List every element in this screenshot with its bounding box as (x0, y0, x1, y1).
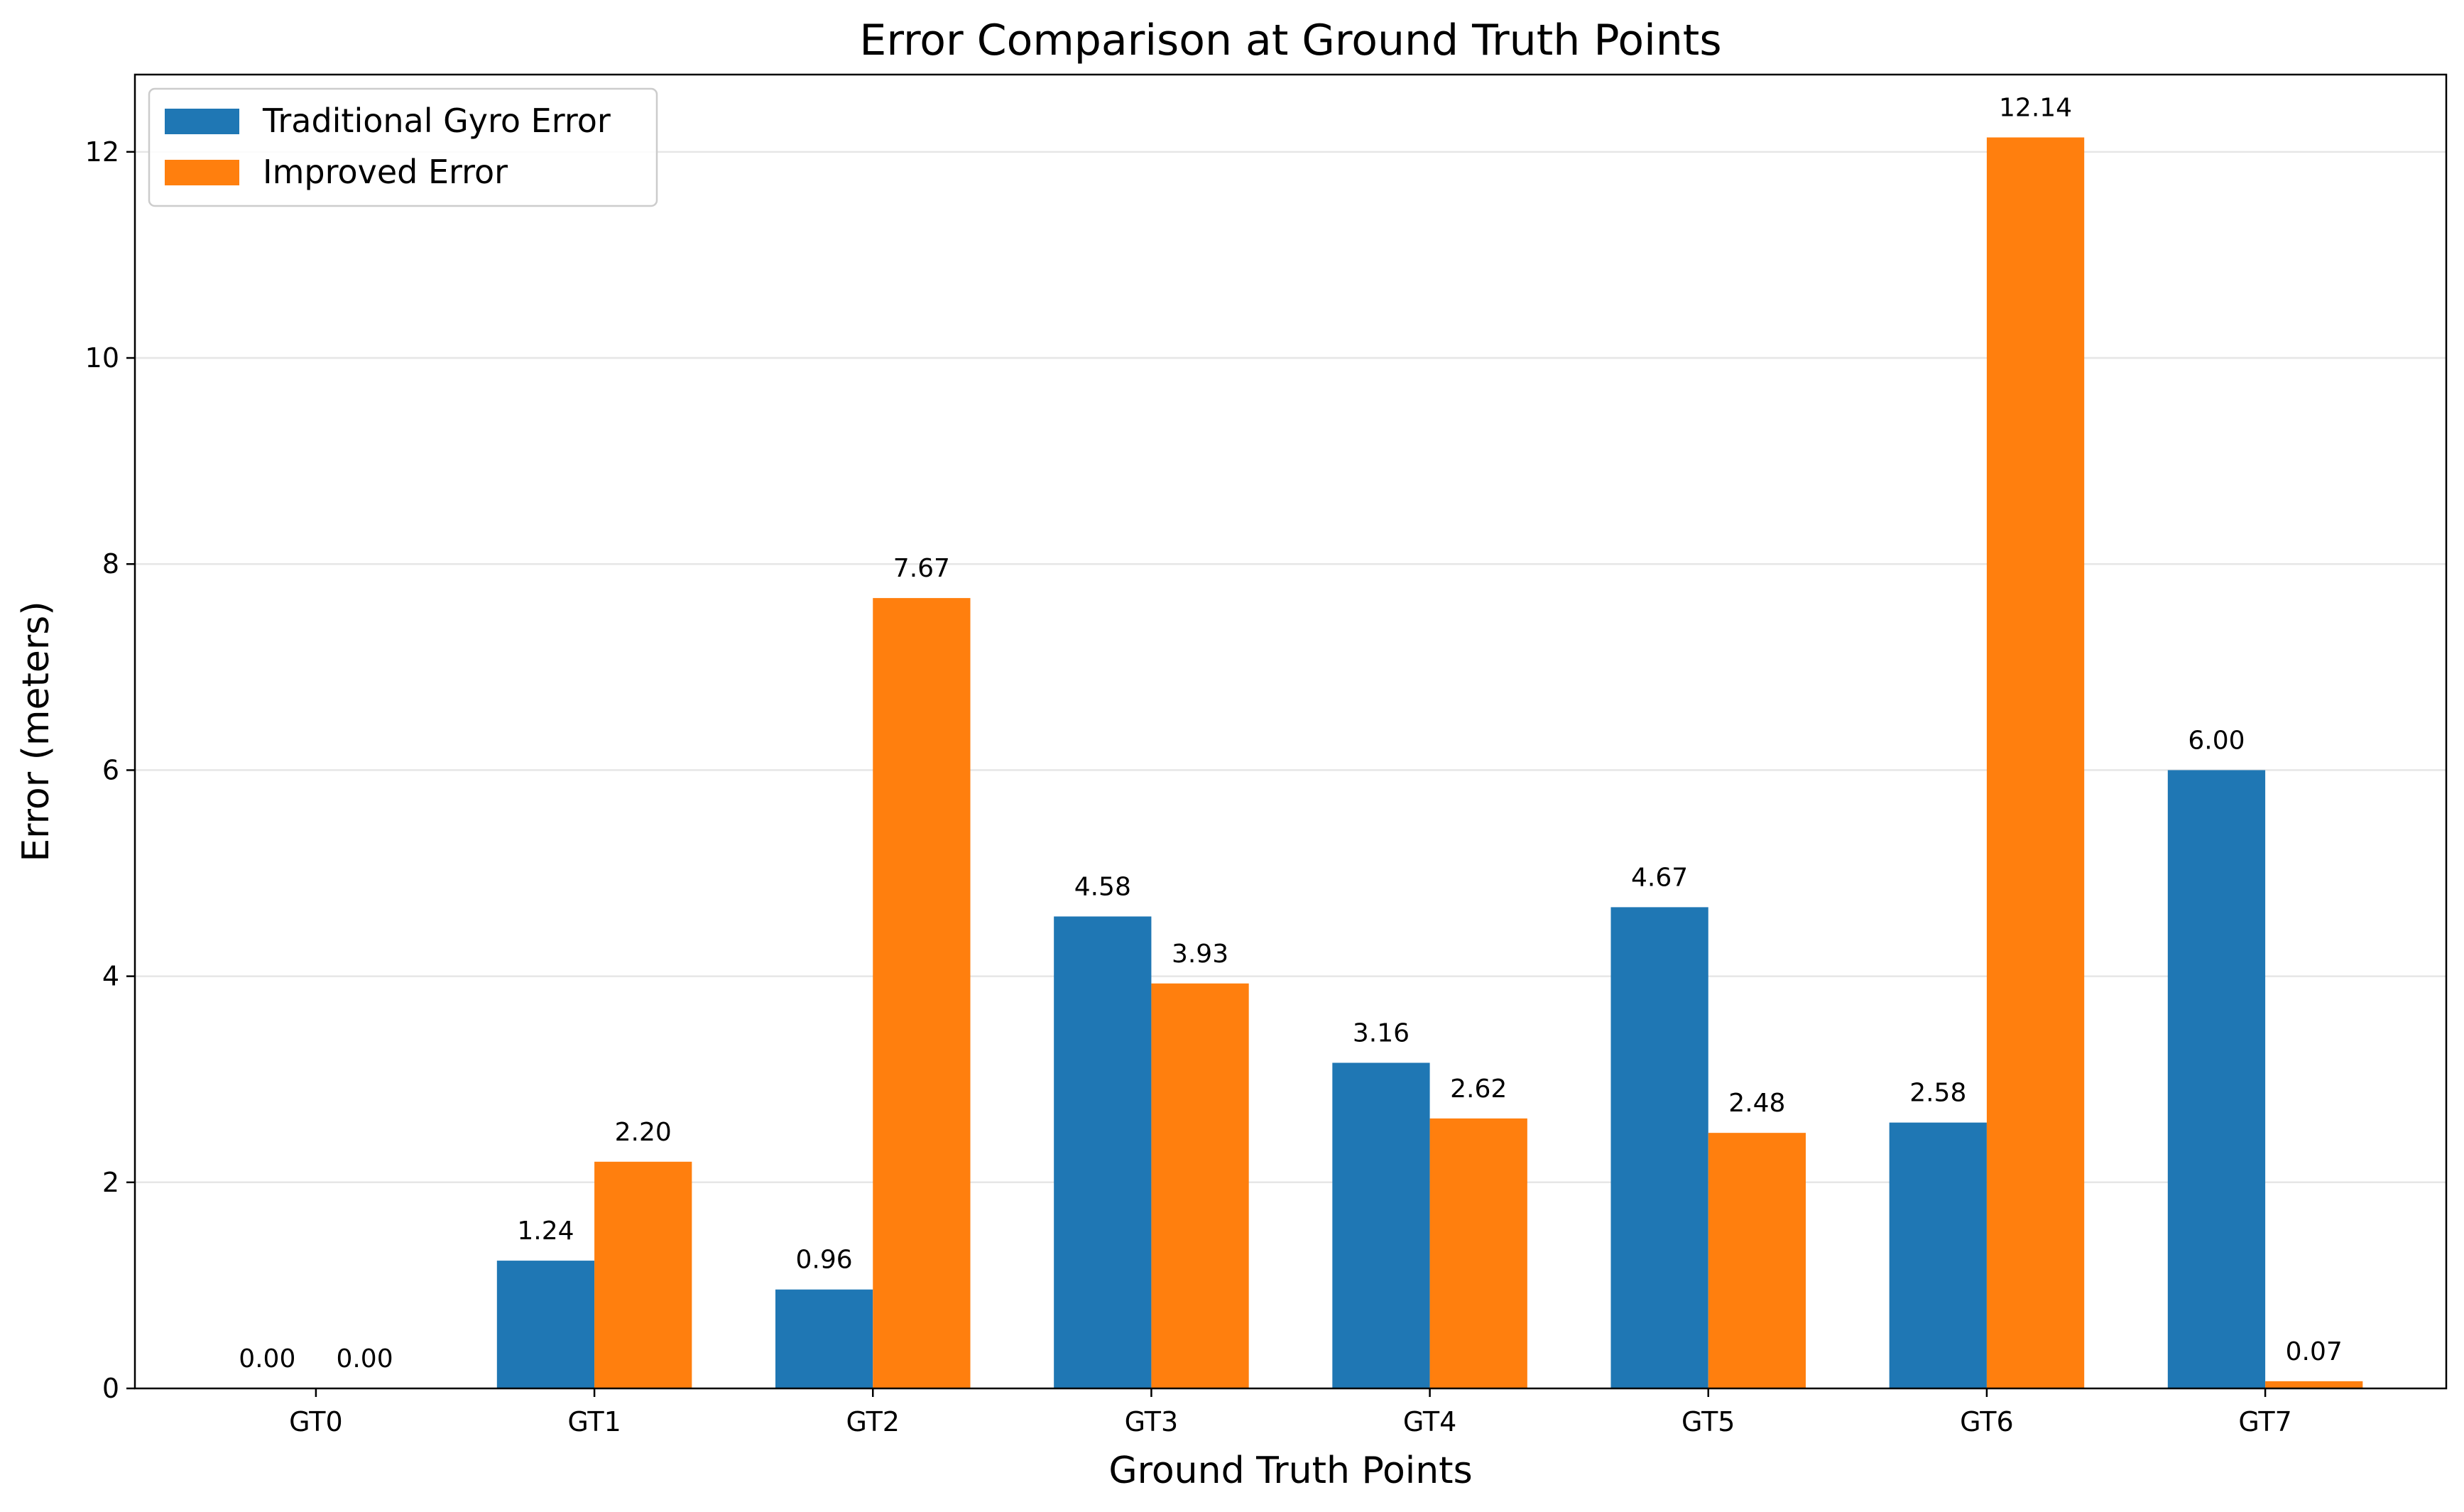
y-tick-label: 12 (85, 136, 119, 168)
bar-traditional-gt3 (1054, 916, 1152, 1388)
data-label: 0.00 (239, 1344, 295, 1374)
bar-traditional-gt6 (1889, 1122, 1987, 1388)
bar-improved-gt1 (594, 1161, 692, 1388)
x-tick-label: GT1 (567, 1406, 621, 1437)
data-label: 0.07 (2286, 1337, 2343, 1366)
legend-label: Traditional Gyro Error (262, 102, 611, 140)
bar-improved-gt2 (873, 598, 971, 1388)
data-label: 4.67 (1631, 863, 1688, 892)
bar-traditional-gt1 (496, 1261, 595, 1388)
y-tick-label: 4 (102, 961, 119, 992)
y-axis-label: Error (meters) (15, 601, 58, 861)
y-tick-label: 10 (85, 342, 119, 374)
bar-traditional-gt5 (1610, 907, 1708, 1388)
bar-traditional-gt2 (775, 1289, 873, 1388)
data-label: 3.93 (1172, 940, 1228, 969)
data-label: 0.96 (796, 1246, 853, 1275)
data-label: 6.00 (2188, 726, 2245, 755)
data-label: 12.14 (1999, 94, 2072, 123)
bar-traditional-gt7 (2167, 770, 2266, 1388)
legend-label: Improved Error (263, 153, 508, 191)
legend-swatch (165, 160, 239, 185)
data-label: 2.62 (1450, 1075, 1507, 1104)
x-tick-label: GT5 (1681, 1406, 1735, 1437)
data-label: 2.58 (1909, 1079, 1966, 1108)
bar-improved-gt7 (2265, 1381, 2363, 1388)
legend-box (148, 87, 658, 207)
plot-frame (133, 73, 2448, 1390)
y-axis: 0 2 4 6 8 10 12 (85, 136, 135, 1404)
data-label: 4.58 (1074, 872, 1131, 901)
x-tick-label: GT7 (2238, 1406, 2291, 1437)
legend: Traditional Gyro Error Improved Error (148, 87, 658, 207)
x-tick-label: GT4 (1403, 1406, 1456, 1437)
x-axis: GT0 GT1 GT2 GT3 GT4 GT5 GT6 GT7 (289, 1388, 2292, 1437)
y-tick-label: 6 (102, 754, 119, 785)
bar-improved-gt4 (1429, 1118, 1527, 1388)
x-tick-label: GT0 (289, 1406, 342, 1437)
y-tick-label: 0 (102, 1373, 119, 1404)
data-label: 1.24 (517, 1217, 574, 1246)
x-axis-label: Ground Truth Points (1108, 1450, 1472, 1492)
x-tick-label: GT6 (1960, 1406, 2013, 1437)
bar-improved-gt6 (1986, 137, 2085, 1389)
bar-improved-gt3 (1151, 983, 1249, 1388)
legend-swatch (165, 109, 239, 134)
data-label: 3.16 (1353, 1018, 1410, 1048)
data-label: 2.48 (1728, 1089, 1785, 1118)
x-tick-label: GT3 (1125, 1406, 1178, 1437)
data-label: 7.67 (893, 554, 950, 583)
y-tick-label: 2 (102, 1167, 119, 1198)
y-tick-label: 8 (102, 548, 119, 580)
bar-traditional-gt4 (1332, 1062, 1430, 1388)
bar-improved-gt5 (1708, 1133, 1806, 1388)
value-labels: 0.00 0.00 1.24 2.20 0.96 7.67 4.58 3.93 3.16 2.62… (239, 94, 2343, 1374)
x-tick-label: GT2 (846, 1406, 900, 1437)
bars (496, 137, 2363, 1389)
chart-title: Error Comparison at Ground Truth Points (859, 16, 1721, 65)
data-label: 0.00 (336, 1344, 393, 1374)
data-label: 2.20 (615, 1118, 672, 1147)
